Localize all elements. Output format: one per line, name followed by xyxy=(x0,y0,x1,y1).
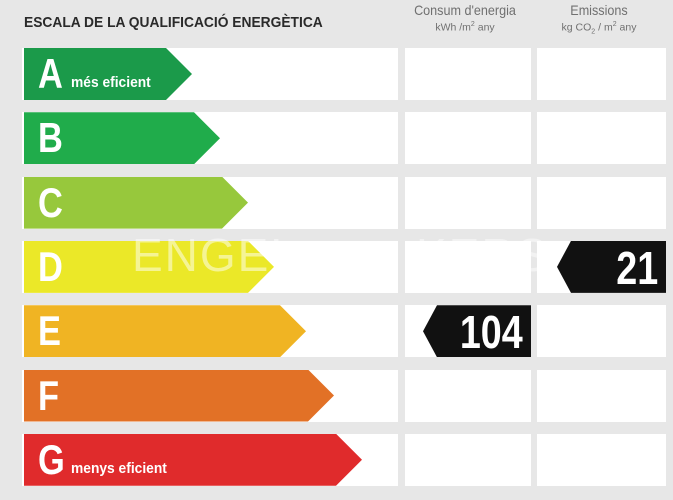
consum-heading: Consum d'energia xyxy=(414,2,516,18)
consum-column-header: Consum d'energia kWh /m2 any xyxy=(400,2,530,34)
consum-cell xyxy=(405,433,531,486)
chart-title: ESCALA DE LA QUALIFICACIÓ ENERGÈTICA xyxy=(24,14,323,31)
rating-row-b: B xyxy=(22,112,670,165)
emissions-cell xyxy=(537,369,666,422)
consum-cell xyxy=(405,176,531,229)
rating-letter: D xyxy=(38,242,63,290)
rating-letter: G xyxy=(38,435,65,483)
rating-arrow-f: F xyxy=(24,370,334,422)
emissions-cell xyxy=(537,48,666,100)
emissions-value: 21 xyxy=(616,241,658,294)
rating-arrow-c: C xyxy=(24,177,248,229)
consum-value: 104 xyxy=(460,306,523,359)
rating-row-d: D 21 xyxy=(22,240,670,294)
rating-label: menys eficient xyxy=(71,459,167,477)
rating-row-c: C xyxy=(22,176,670,229)
consum-cell xyxy=(405,240,531,293)
consum-unit: kWh /m2 any xyxy=(435,21,495,34)
emissions-column-header: Emissions kg CO2 / m2 any xyxy=(534,2,664,36)
emissions-unit: kg CO2 / m2 any xyxy=(561,21,637,36)
consum-value-marker: 104 xyxy=(423,305,531,359)
emissions-cell xyxy=(537,305,666,358)
rating-letter: E xyxy=(38,307,61,355)
emissions-heading: Emissions xyxy=(570,2,628,18)
consum-cell xyxy=(405,112,531,165)
emissions-cell xyxy=(537,112,666,165)
rating-arrow-d: D xyxy=(24,241,274,293)
rating-letter: B xyxy=(38,114,63,162)
emissions-value-marker: 21 xyxy=(557,240,666,294)
rating-row-e: E 104 xyxy=(22,305,670,359)
rating-row-f: F xyxy=(22,369,670,422)
emissions-cell xyxy=(537,433,666,486)
rating-arrow-b: B xyxy=(24,112,220,164)
rating-arrow-e: E xyxy=(24,305,306,357)
consum-cell xyxy=(405,48,531,100)
rating-label: més eficient xyxy=(71,74,151,91)
rating-letter: C xyxy=(38,178,63,226)
consum-cell xyxy=(405,369,531,422)
rating-letter: A xyxy=(38,50,63,97)
emissions-cell xyxy=(537,176,666,229)
rating-letter: F xyxy=(38,371,60,419)
